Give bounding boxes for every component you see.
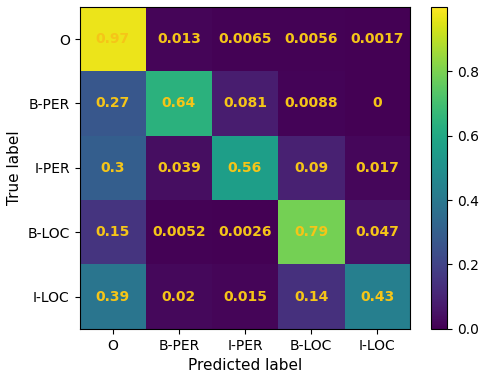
Text: 0.017: 0.017 bbox=[356, 161, 399, 175]
Text: 0.27: 0.27 bbox=[96, 97, 130, 111]
Text: 0.39: 0.39 bbox=[96, 290, 130, 304]
Text: 0.15: 0.15 bbox=[96, 225, 130, 239]
Text: 0.0056: 0.0056 bbox=[284, 32, 338, 46]
Text: 0.3: 0.3 bbox=[100, 161, 125, 175]
Text: 0.0052: 0.0052 bbox=[152, 225, 206, 239]
Text: 0.0026: 0.0026 bbox=[218, 225, 272, 239]
Text: 0.43: 0.43 bbox=[360, 290, 394, 304]
Text: 0.79: 0.79 bbox=[294, 225, 328, 239]
Text: 0.0065: 0.0065 bbox=[218, 32, 272, 46]
Text: 0.081: 0.081 bbox=[223, 97, 267, 111]
Text: 0.56: 0.56 bbox=[228, 161, 262, 175]
Text: 0.09: 0.09 bbox=[294, 161, 328, 175]
Y-axis label: True label: True label bbox=[7, 131, 22, 205]
Text: 0.64: 0.64 bbox=[162, 97, 196, 111]
Text: 0.013: 0.013 bbox=[157, 32, 201, 46]
X-axis label: Predicted label: Predicted label bbox=[188, 358, 302, 373]
Text: 0.14: 0.14 bbox=[294, 290, 328, 304]
Text: 0.02: 0.02 bbox=[162, 290, 196, 304]
Text: 0.0017: 0.0017 bbox=[350, 32, 404, 46]
Text: 0: 0 bbox=[372, 97, 382, 111]
Text: 0.015: 0.015 bbox=[223, 290, 267, 304]
Text: 0.047: 0.047 bbox=[356, 225, 399, 239]
Text: 0.97: 0.97 bbox=[96, 32, 130, 46]
Text: 0.039: 0.039 bbox=[157, 161, 200, 175]
Text: 0.0088: 0.0088 bbox=[284, 97, 338, 111]
